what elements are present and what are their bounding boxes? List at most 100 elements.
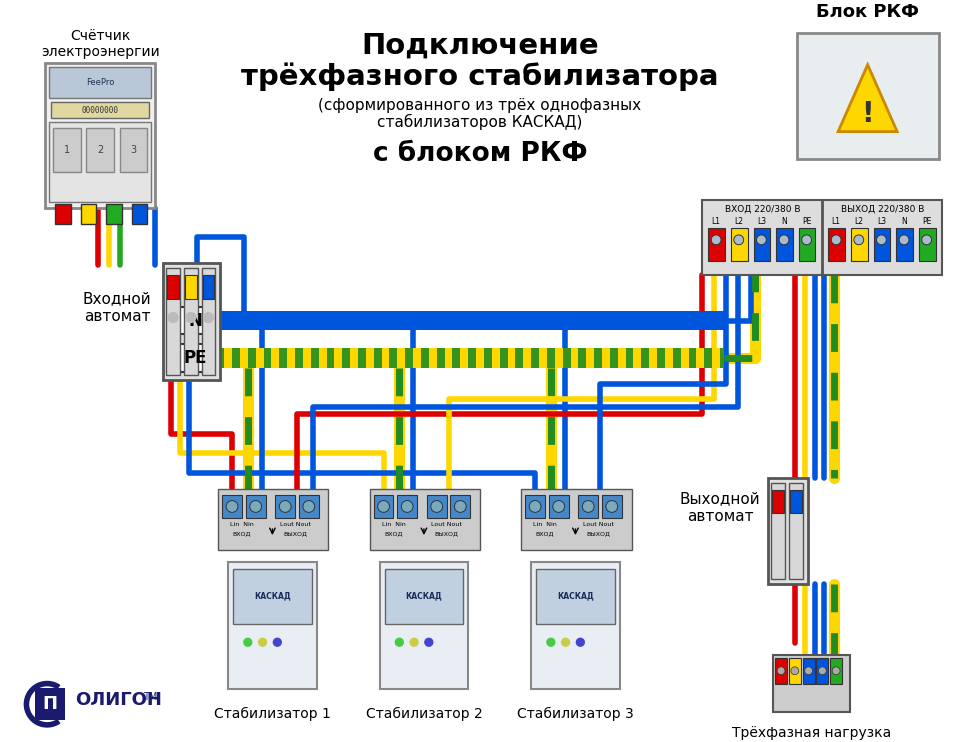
FancyBboxPatch shape xyxy=(166,269,180,375)
FancyBboxPatch shape xyxy=(246,495,266,518)
Text: Lout Nout: Lout Nout xyxy=(583,522,613,528)
Circle shape xyxy=(553,501,564,513)
FancyBboxPatch shape xyxy=(53,128,81,172)
FancyBboxPatch shape xyxy=(373,348,382,368)
FancyBboxPatch shape xyxy=(167,275,179,299)
Text: Выходной
автомат: Выходной автомат xyxy=(680,491,760,524)
Text: ВЫХОД: ВЫХОД xyxy=(435,531,459,536)
Circle shape xyxy=(876,235,886,245)
Circle shape xyxy=(258,638,267,646)
Text: L2: L2 xyxy=(734,217,743,226)
FancyBboxPatch shape xyxy=(232,348,240,368)
FancyBboxPatch shape xyxy=(754,228,770,261)
FancyBboxPatch shape xyxy=(370,489,480,550)
FancyBboxPatch shape xyxy=(295,348,303,368)
Text: стабилизаторов КАСКАД): стабилизаторов КАСКАД) xyxy=(377,114,583,130)
Text: ВХОД: ВХОД xyxy=(536,531,554,536)
Circle shape xyxy=(819,667,827,674)
FancyBboxPatch shape xyxy=(775,658,787,683)
FancyBboxPatch shape xyxy=(499,348,508,368)
Text: PE: PE xyxy=(802,217,811,226)
FancyBboxPatch shape xyxy=(222,495,242,518)
FancyBboxPatch shape xyxy=(216,311,724,330)
Circle shape xyxy=(832,667,840,674)
FancyBboxPatch shape xyxy=(264,348,272,368)
Circle shape xyxy=(922,235,931,245)
Text: Трёхфазная нагрузка: Трёхфазная нагрузка xyxy=(732,726,891,740)
FancyBboxPatch shape xyxy=(452,348,461,368)
FancyBboxPatch shape xyxy=(107,204,122,224)
Circle shape xyxy=(547,638,555,646)
Circle shape xyxy=(401,501,413,513)
FancyBboxPatch shape xyxy=(851,228,868,261)
Circle shape xyxy=(791,667,799,674)
Circle shape xyxy=(529,501,541,513)
FancyBboxPatch shape xyxy=(216,348,225,368)
FancyBboxPatch shape xyxy=(799,228,815,261)
Text: Lout Nout: Lout Nout xyxy=(279,522,310,528)
Text: (сформированного из трёх однофазных: (сформированного из трёх однофазных xyxy=(319,98,641,114)
FancyBboxPatch shape xyxy=(132,204,148,224)
Circle shape xyxy=(431,501,443,513)
FancyBboxPatch shape xyxy=(427,495,446,518)
FancyBboxPatch shape xyxy=(228,562,317,689)
FancyBboxPatch shape xyxy=(468,348,476,368)
Circle shape xyxy=(303,501,315,513)
Text: PE: PE xyxy=(184,349,207,367)
FancyBboxPatch shape xyxy=(49,67,152,98)
Text: L1: L1 xyxy=(711,217,721,226)
Circle shape xyxy=(227,501,238,513)
Circle shape xyxy=(425,638,433,646)
Text: ВЫХОД: ВЫХОД xyxy=(283,531,307,536)
Circle shape xyxy=(583,501,594,513)
FancyBboxPatch shape xyxy=(594,348,602,368)
FancyBboxPatch shape xyxy=(797,33,940,160)
FancyBboxPatch shape xyxy=(657,348,665,368)
Text: трёхфазного стабилизатора: трёхфазного стабилизатора xyxy=(241,63,719,91)
Text: N: N xyxy=(781,217,787,226)
Circle shape xyxy=(778,667,785,674)
FancyBboxPatch shape xyxy=(81,204,96,224)
FancyBboxPatch shape xyxy=(789,658,801,683)
FancyBboxPatch shape xyxy=(326,348,334,368)
FancyBboxPatch shape xyxy=(803,658,814,683)
Text: L3: L3 xyxy=(876,217,886,226)
Text: FeePro: FeePro xyxy=(86,78,114,87)
Text: Lin  Nin: Lin Nin xyxy=(381,522,405,528)
Text: 2: 2 xyxy=(97,145,104,155)
FancyBboxPatch shape xyxy=(536,569,614,623)
FancyBboxPatch shape xyxy=(218,489,328,550)
FancyBboxPatch shape xyxy=(830,658,842,683)
FancyBboxPatch shape xyxy=(773,655,850,712)
Circle shape xyxy=(168,312,178,323)
FancyBboxPatch shape xyxy=(177,344,214,372)
Text: с блоком РКФ: с блоком РКФ xyxy=(372,142,588,168)
FancyBboxPatch shape xyxy=(373,495,394,518)
FancyBboxPatch shape xyxy=(86,128,114,172)
Text: ВХОД 220/380 В: ВХОД 220/380 В xyxy=(725,204,800,214)
Text: Блок РКФ: Блок РКФ xyxy=(816,4,919,22)
FancyBboxPatch shape xyxy=(790,490,802,513)
FancyBboxPatch shape xyxy=(521,489,632,550)
Text: 1: 1 xyxy=(63,145,70,155)
Text: Стабилизатор 1: Стабилизатор 1 xyxy=(214,707,331,721)
Text: ВЫХОД: ВЫХОД xyxy=(587,531,610,536)
FancyBboxPatch shape xyxy=(49,122,152,203)
FancyBboxPatch shape xyxy=(708,228,725,261)
Text: Стабилизатор 2: Стабилизатор 2 xyxy=(366,707,482,721)
FancyBboxPatch shape xyxy=(563,348,570,368)
FancyBboxPatch shape xyxy=(897,228,913,261)
Circle shape xyxy=(377,501,390,513)
FancyBboxPatch shape xyxy=(405,348,413,368)
Text: Подключение: Подключение xyxy=(361,31,599,59)
FancyBboxPatch shape xyxy=(51,102,150,118)
Text: 00000000: 00000000 xyxy=(82,106,119,116)
Circle shape xyxy=(711,235,721,245)
Text: !: ! xyxy=(861,100,874,128)
Circle shape xyxy=(804,667,812,674)
Text: L1: L1 xyxy=(831,217,841,226)
Text: TM: TM xyxy=(144,692,157,703)
FancyBboxPatch shape xyxy=(177,306,214,335)
FancyBboxPatch shape xyxy=(703,200,943,275)
FancyBboxPatch shape xyxy=(516,348,523,368)
